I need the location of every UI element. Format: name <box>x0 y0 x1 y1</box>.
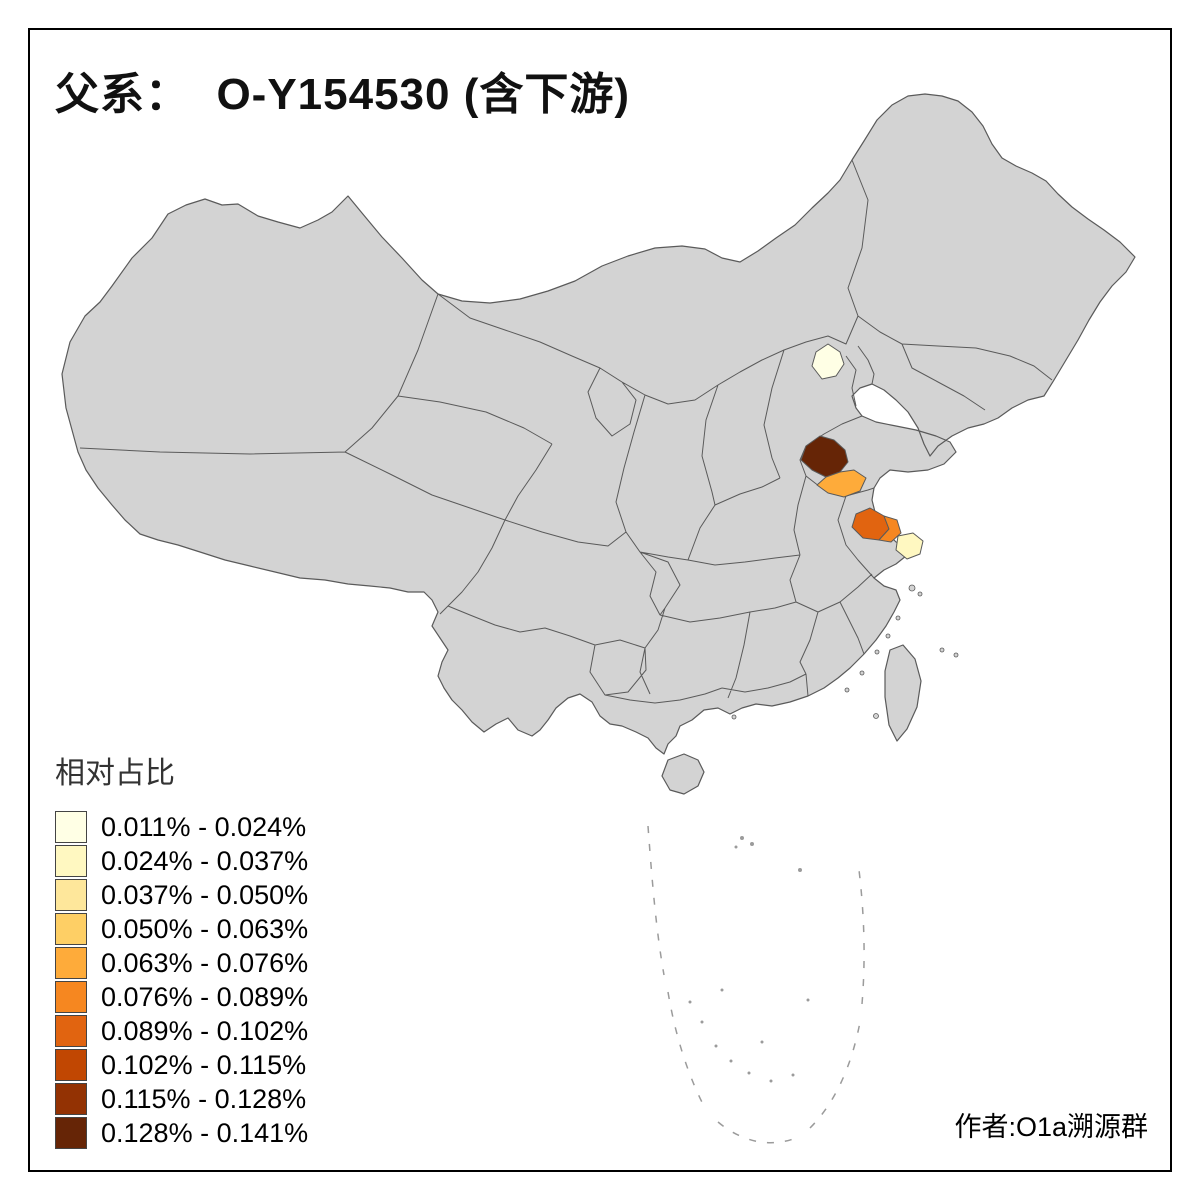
legend-label: 0.128% - 0.141% <box>101 1117 309 1148</box>
legend-item: 0.024% - 0.037% <box>55 844 308 878</box>
legend-label: 0.011% - 0.024% <box>101 811 307 842</box>
legend-item: 0.050% - 0.063% <box>55 912 308 946</box>
region-beijing <box>811 343 845 380</box>
coastal-islands <box>731 584 959 720</box>
legend-label: 0.063% - 0.076% <box>101 947 309 978</box>
legend-item: 0.011% - 0.024% <box>55 810 308 844</box>
region-shanghai-area <box>895 532 924 560</box>
legend-item: 0.115% - 0.128% <box>55 1082 308 1116</box>
legend-swatch <box>55 1083 87 1115</box>
legend-label: 0.076% - 0.089% <box>101 981 309 1012</box>
legend-swatch <box>55 811 87 843</box>
south-china-sea-dashes <box>647 825 865 1144</box>
legend-label: 0.115% - 0.128% <box>101 1083 307 1114</box>
legend-swatch <box>55 1117 87 1149</box>
land-shapes <box>61 93 1136 795</box>
plot-title: 父系： O-Y154530 (含下游) <box>55 70 631 119</box>
legend-item: 0.076% - 0.089% <box>55 980 308 1014</box>
legend-swatch <box>55 879 87 911</box>
legend-swatch <box>55 981 87 1013</box>
plot-border <box>28 28 1172 1172</box>
legend-swatch <box>55 947 87 979</box>
legend-swatch <box>55 845 87 877</box>
region-west-shandong <box>800 435 849 478</box>
legend-item: 0.063% - 0.076% <box>55 946 308 980</box>
legend-label: 0.050% - 0.063% <box>101 913 309 944</box>
legend-swatch <box>55 913 87 945</box>
legend-item: 0.089% - 0.102% <box>55 1014 308 1048</box>
legend-swatch <box>55 1049 87 1081</box>
legend-title: 相对占比 <box>55 757 175 790</box>
author-credit: 作者:O1a溯源群 <box>954 1112 1148 1142</box>
region-southwest-shandong <box>816 469 867 498</box>
highlighted-regions <box>800 343 924 560</box>
legend: 相对占比 0.011% - 0.024% 0.024% - 0.037% 0.0… <box>55 748 308 1150</box>
legend-label: 0.102% - 0.115% <box>101 1049 307 1080</box>
legend-item: 0.037% - 0.050% <box>55 878 308 912</box>
taiwan-island <box>884 644 922 742</box>
legend-label: 0.024% - 0.037% <box>101 845 309 876</box>
legend-item: 0.128% - 0.141% <box>55 1116 308 1150</box>
china-mainland <box>61 93 1136 755</box>
south-china-sea-islets <box>688 836 810 1083</box>
legend-label: 0.037% - 0.050% <box>101 879 309 910</box>
hainan-island <box>661 753 705 795</box>
legend-item: 0.102% - 0.115% <box>55 1048 308 1082</box>
legend-label: 0.089% - 0.102% <box>101 1015 309 1046</box>
legend-swatch <box>55 1015 87 1047</box>
region-east-jiangsu <box>878 515 902 543</box>
province-borders <box>79 159 1053 704</box>
